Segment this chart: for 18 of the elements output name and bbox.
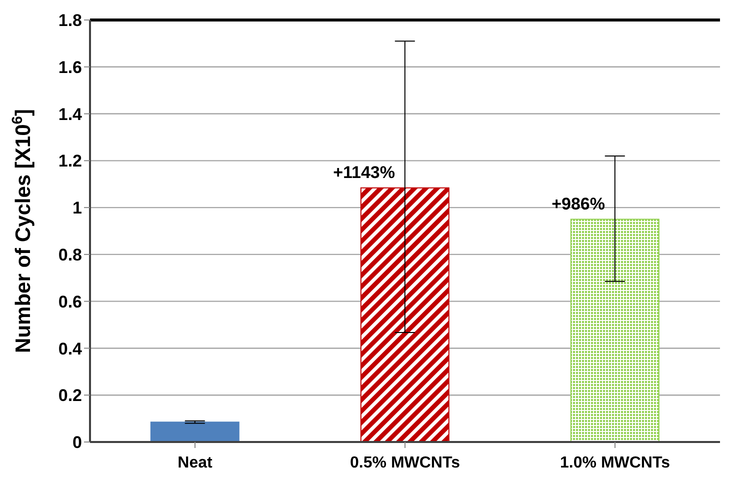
bar — [360, 187, 450, 442]
annotation: +986% — [552, 194, 605, 214]
x-tick-label: 0.5% MWCNTs — [350, 454, 460, 472]
y-tick-label: 0 — [72, 433, 82, 452]
x-tick-label: 1.0% MWCNTs — [560, 454, 670, 472]
y-tick-label: 0.8 — [58, 245, 82, 264]
y-tick-label: 1.8 — [58, 11, 82, 30]
y-tick-label: 1 — [72, 198, 82, 218]
y-tick-label: 0.2 — [58, 386, 82, 406]
y-tick-label: 0.4 — [58, 339, 83, 358]
y-tick-label: 1.4 — [58, 104, 83, 124]
bar — [150, 422, 240, 442]
y-tick-label: 1.2 — [58, 152, 82, 171]
y-tick-label: 0.6 — [58, 292, 82, 312]
annotation: +1143% — [333, 162, 395, 182]
y-tick-label: 1.6 — [58, 58, 82, 77]
bar — [570, 218, 660, 442]
x-tick-label: Neat — [178, 454, 214, 472]
